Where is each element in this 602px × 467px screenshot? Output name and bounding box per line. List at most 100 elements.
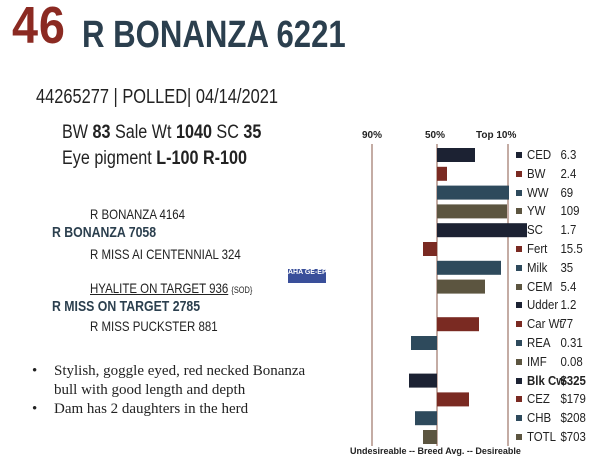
epd-trait-value: 69 [560,184,574,200]
axis-label-90: 90% [362,130,383,141]
epd-trait-name: CHB [527,410,552,426]
epd-row-label: CHB $208 [527,410,586,425]
animal-name: R BONANZA 6221 [82,14,346,56]
epd-trait-value: $703 [560,429,586,444]
weight-stats-line: BW 83 Sale Wt 1040 SC 35 [62,122,261,144]
bw-label: BW [62,122,89,143]
epd-bar-yw [437,204,507,219]
epd-bar-car-wt [437,317,479,332]
epd-trait-name: Udder [527,297,559,313]
epd-trait-name: TOTL [527,429,557,444]
pedigree-dam: R MISS ON TARGET 2785 [52,298,201,315]
epd-trait-name: CEM [527,278,553,294]
epd-trait-name: Milk [527,259,548,275]
bw-value: 83 [92,122,111,143]
legend-marker [516,246,522,252]
eye-pigment-value: L-100 R-100 [156,148,247,169]
epd-row-label: Blk Cw$325 [527,373,586,388]
sale-wt-value: 1040 [176,122,212,143]
registration-line: 44265277 | POLLED| 04/14/2021 [36,86,278,108]
epd-bar-chb [415,411,437,426]
pedigree-dam-dam: R MISS PUCKSTER 881 [90,318,218,334]
epd-trait-value: $208 [560,410,586,426]
epd-row-label: Udder 1.2 [527,297,576,312]
epd-trait-name: REA [527,335,551,350]
comments-list: Stylish, goggle eyed, red necked Bonanza… [32,362,332,419]
epd-trait-value: 0.31 [560,335,583,350]
epd-bar-totl [423,430,437,444]
epd-row-label: Milk 35 [527,260,573,275]
epd-trait-name: Car Wt [527,316,563,332]
epd-trait-name: IMF [527,353,547,369]
legend-marker [516,264,522,271]
epd-bar-rea [411,336,437,350]
comment-item: Stylish, goggle eyed, red necked Bonanza… [32,362,332,400]
legend-marker [516,377,522,384]
epd-bar-cez [437,392,469,407]
chart-footer: Undesireable -- Breed Avg. -- Desireable [350,446,521,456]
epd-trait-value: 0.08 [560,353,583,369]
epd-row-label: Car Wt77 [527,316,573,331]
epd-chart [371,144,527,446]
epd-bar-sc [437,223,527,238]
sc-value: 35 [243,122,262,143]
epd-trait-value: $325 [560,372,586,388]
lot-number: 46 [12,0,66,55]
comment-item: Dam has 2 daughters in the herd [32,400,332,419]
dam-sire-note: {SOD} [231,285,253,295]
epd-bar-milk [437,260,501,275]
epd-trait-value: 6.3 [560,147,577,162]
pedigree-sire: R BONANZA 7058 [52,224,157,241]
legend-marker [516,321,522,328]
epd-row-label: CEM 5.4 [527,279,576,294]
legend-marker [516,227,522,234]
pedigree-sire-sire: R BONANZA 4164 [90,206,186,222]
epd-trait-value: 1.2 [560,297,577,313]
epd-bar-bw [437,166,447,181]
epd-trait-value: 35 [560,259,574,275]
epd-trait-name: WW [527,184,549,200]
epd-row-label: REA 0.31 [527,335,583,350]
pedigree-sire-dam: R MISS AI CENTENNIAL 324 [90,246,241,262]
epd-trait-value: 2.4 [560,165,577,181]
legend-marker [516,208,522,215]
sale-wt-label: Sale Wt [114,122,172,143]
epd-row-label: YW 109 [527,203,580,218]
epd-trait-name: CED [527,147,552,162]
epd-row-label: WW 69 [527,185,573,200]
legend-marker [516,340,522,346]
ge-epd-logo: AHA GE-EPD [288,269,326,283]
epd-trait-value: $179 [560,391,586,407]
epd-row-label: Fert 15.5 [527,241,583,256]
legend-marker [516,302,522,309]
epd-bar-ww [437,185,509,200]
epd-trait-value: 1.7 [560,222,577,238]
legend-marker [516,170,522,177]
eye-pigment-line: Eye pigment L-100 R-100 [62,148,247,170]
epd-row-label: TOTL $703 [527,429,586,444]
epd-trait-name: CEZ [527,391,550,407]
legend-marker [516,152,522,158]
epd-row-label: CED 6.3 [527,147,576,162]
epd-trait-value: 77 [560,316,574,332]
sc-label: SC [216,122,239,143]
eye-pigment-label: Eye pigment [62,148,152,169]
legend-marker [516,358,522,365]
epd-trait-value: 15.5 [560,241,583,256]
epd-trait-name: SC [527,222,543,238]
epd-trait-name: Blk Cw [527,372,566,388]
axis-label-top10: Top 10% [476,130,517,141]
legend-marker [516,283,522,290]
epd-row-label: SC 1.7 [527,222,576,237]
epd-bar-blk-cw [409,373,437,388]
epd-bar-ced [437,148,475,162]
axis-label-50: 50% [425,130,446,141]
legend-marker [516,415,522,422]
dam-sire-name: HYALITE ON TARGET 936 [90,280,229,296]
epd-trait-value: 5.4 [560,278,577,294]
epd-trait-name: BW [527,165,546,181]
epd-row-label: BW 2.4 [527,166,576,181]
epd-bar-cem [437,279,485,294]
epd-row-label: CEZ $179 [527,391,586,406]
epd-trait-value: 109 [560,203,580,219]
